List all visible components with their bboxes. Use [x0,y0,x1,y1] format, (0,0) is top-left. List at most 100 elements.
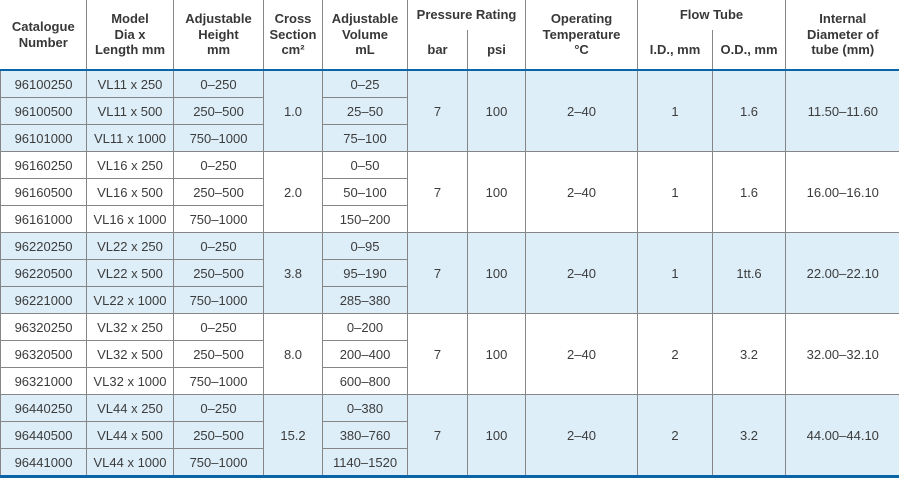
flow-tube-id-cell: 2 [638,314,713,395]
header-psi: psi [468,30,526,70]
header-internal-diameter: Internal Diameter of tube (mm) [786,0,899,70]
header-row-top: Catalogue Number Model Dia x Length mm A… [1,0,899,30]
adjustable-height-cell: 0–250 [174,233,264,260]
cross-section-cell: 15.2 [264,395,323,477]
model-cell: VL16 x 250 [87,152,174,179]
catalogue-number-cell: 96220250 [1,233,87,260]
header-adjustable-height: Adjustable Height mm [174,0,264,70]
model-cell: VL44 x 500 [87,422,174,449]
flow-tube-od-cell: 3.2 [713,395,786,477]
catalogue-number-cell: 96161000 [1,206,87,233]
header-id-mm: I.D., mm [638,30,713,70]
pressure-psi-cell: 100 [468,314,526,395]
operating-temperature-cell: 2–40 [526,314,638,395]
adjustable-volume-cell: 200–400 [323,341,408,368]
model-cell: VL32 x 250 [87,314,174,341]
adjustable-height-cell: 250–500 [174,260,264,287]
adjustable-volume-cell: 0–50 [323,152,408,179]
header-adjustable-volume: Adjustable Volume mL [323,0,408,70]
flow-tube-od-cell: 1.6 [713,70,786,152]
flow-tube-id-cell: 1 [638,152,713,233]
internal-diameter-cell: 22.00–22.10 [786,233,899,314]
adjustable-volume-cell: 75–100 [323,125,408,152]
catalogue-number-cell: 96100500 [1,98,87,125]
model-cell: VL22 x 500 [87,260,174,287]
catalogue-number-cell: 96321000 [1,368,87,395]
model-cell: VL32 x 1000 [87,368,174,395]
pressure-bar-cell: 7 [408,314,468,395]
table-header: Catalogue Number Model Dia x Length mm A… [1,0,899,70]
adjustable-volume-cell: 0–200 [323,314,408,341]
model-cell: VL11 x 250 [87,70,174,98]
adjustable-height-cell: 0–250 [174,314,264,341]
operating-temperature-cell: 2–40 [526,152,638,233]
header-flow-tube: Flow Tube [638,0,786,30]
pressure-psi-cell: 100 [468,233,526,314]
catalogue-number-cell: 96440500 [1,422,87,449]
adjustable-volume-cell: 1140–1520 [323,449,408,477]
catalogue-number-cell: 96441000 [1,449,87,477]
catalogue-number-cell: 96101000 [1,125,87,152]
adjustable-height-cell: 250–500 [174,179,264,206]
adjustable-height-cell: 250–500 [174,341,264,368]
cross-section-cell: 2.0 [264,152,323,233]
pressure-bar-cell: 7 [408,233,468,314]
adjustable-volume-cell: 0–95 [323,233,408,260]
internal-diameter-cell: 16.00–16.10 [786,152,899,233]
cross-section-cell: 8.0 [264,314,323,395]
pressure-psi-cell: 100 [468,152,526,233]
internal-diameter-cell: 32.00–32.10 [786,314,899,395]
pressure-bar-cell: 7 [408,395,468,477]
adjustable-height-cell: 750–1000 [174,287,264,314]
adjustable-height-cell: 0–250 [174,70,264,98]
model-cell: VL44 x 1000 [87,449,174,477]
header-pressure-rating: Pressure Rating [408,0,526,30]
model-cell: VL16 x 500 [87,179,174,206]
header-operating-temperature: Operating Temperature °C [526,0,638,70]
model-cell: VL32 x 500 [87,341,174,368]
header-bar: bar [408,30,468,70]
flow-tube-id-cell: 1 [638,70,713,152]
adjustable-height-cell: 0–250 [174,395,264,422]
adjustable-height-cell: 750–1000 [174,368,264,395]
adjustable-height-cell: 0–250 [174,152,264,179]
internal-diameter-cell: 11.50–11.60 [786,70,899,152]
operating-temperature-cell: 2–40 [526,395,638,477]
adjustable-height-cell: 750–1000 [174,206,264,233]
pressure-bar-cell: 7 [408,70,468,152]
adjustable-height-cell: 250–500 [174,422,264,449]
adjustable-volume-cell: 50–100 [323,179,408,206]
header-catalogue-number: Catalogue Number [1,0,87,70]
model-cell: VL16 x 1000 [87,206,174,233]
adjustable-volume-cell: 0–380 [323,395,408,422]
catalogue-number-cell: 96320250 [1,314,87,341]
catalogue-number-cell: 96160250 [1,152,87,179]
pressure-bar-cell: 7 [408,152,468,233]
internal-diameter-cell: 44.00–44.10 [786,395,899,477]
model-cell: VL22 x 250 [87,233,174,260]
catalogue-number-cell: 96220500 [1,260,87,287]
adjustable-height-cell: 750–1000 [174,449,264,477]
adjustable-volume-cell: 285–380 [323,287,408,314]
model-cell: VL44 x 250 [87,395,174,422]
flow-tube-od-cell: 1.6 [713,152,786,233]
catalogue-number-cell: 96100250 [1,70,87,98]
operating-temperature-cell: 2–40 [526,233,638,314]
operating-temperature-cell: 2–40 [526,70,638,152]
catalogue-number-cell: 96160500 [1,179,87,206]
adjustable-volume-cell: 380–760 [323,422,408,449]
flow-tube-od-cell: 1tt.6 [713,233,786,314]
flow-tube-id-cell: 2 [638,395,713,477]
adjustable-volume-cell: 25–50 [323,98,408,125]
pressure-psi-cell: 100 [468,395,526,477]
adjustable-volume-cell: 95–190 [323,260,408,287]
model-cell: VL11 x 1000 [87,125,174,152]
catalogue-number-cell: 96440250 [1,395,87,422]
